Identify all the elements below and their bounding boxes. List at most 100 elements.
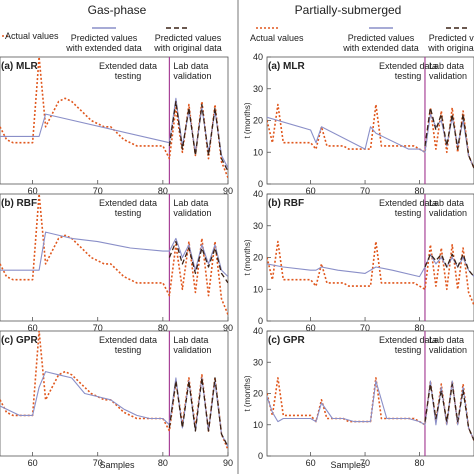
- y-tick-label-right-b-rbf-30: 30: [253, 221, 263, 231]
- series-line-left-c-gpr-predicted-original: [168, 377, 228, 447]
- series-line-right-a-mlr-actual-values: [267, 103, 474, 169]
- region-label-extended-2-left-b-rbf: testing: [115, 208, 142, 218]
- region-label-extended-2-right-a-mlr: testing: [395, 71, 422, 81]
- region-label-extended-2-left-c-gpr: testing: [115, 345, 142, 355]
- x-tick-label-right-b-rbf-60: 60: [306, 323, 316, 333]
- x-tick-label-left-a-mlr-80: 80: [158, 186, 168, 196]
- series-line-right-c-gpr-predicted-original: [424, 383, 474, 441]
- region-label-extended-1-right-b-rbf: Extended data: [379, 198, 437, 208]
- panel-label-left-c-gpr: (c) GPR: [1, 335, 38, 346]
- series-line-left-b-rbf-predicted-original: [168, 240, 228, 284]
- legend-right: Actual values Predicted values with exte…: [250, 27, 474, 53]
- region-label-extended-1-left-a-mlr: Extended data: [99, 61, 157, 71]
- legend-right-actual-label: Actual values: [250, 33, 304, 43]
- region-label-lab-1-left-c-gpr: Lab data: [173, 335, 208, 345]
- x-tick-label-left-b-rbf-60: 60: [28, 323, 38, 333]
- legend-left-actual-label: Actual values: [5, 31, 59, 41]
- region-label-lab-1-right-b-rbf: Lab data: [429, 198, 464, 208]
- panel-frame-left-a-mlr: [0, 56, 229, 185]
- region-label-extended-2-left-a-mlr: testing: [115, 71, 142, 81]
- series-line-right-a-mlr-predicted-extended: [267, 113, 474, 169]
- legend-right-extended-label-2: with extended data: [342, 43, 419, 53]
- y-axis-label-right-b-rbf: t (months): [243, 239, 252, 275]
- x-tick-label-left-b-rbf-70: 70: [93, 323, 103, 333]
- legend-left-extended-label-1: Predicted values: [71, 33, 138, 43]
- legend-right-original-label-1: Predicted values: [429, 33, 474, 43]
- y-tick-label-right-c-gpr-20: 20: [253, 389, 263, 399]
- series-line-left-a-mlr-predicted-extended: [0, 97, 228, 169]
- x-tick-label-left-b-rbf-90: 90: [223, 323, 233, 333]
- legend-right-original-label-2: with original data: [427, 43, 474, 53]
- y-tick-label-right-a-mlr-40: 40: [253, 52, 263, 62]
- left-column-title: Gas-phase: [88, 3, 147, 17]
- series-line-left-a-mlr-predicted-original: [168, 100, 228, 172]
- panel-right-a-mlr: 60 70 80 0 10 20 30 40 t (months) (a) MLR Extended…: [243, 52, 474, 196]
- y-tick-label-right-c-gpr-0: 0: [258, 451, 263, 461]
- x-tick-label-right-c-gpr-80: 80: [415, 458, 425, 468]
- x-tick-label-right-a-mlr-80: 80: [415, 186, 425, 196]
- legend-left-original-label-2: with original data: [153, 43, 222, 53]
- region-label-extended-1-left-c-gpr: Extended data: [99, 335, 157, 345]
- x-tick-label-left-a-mlr-70: 70: [93, 186, 103, 196]
- x-tick-label-left-c-gpr-60: 60: [28, 458, 38, 468]
- y-tick-label-right-c-gpr-30: 30: [253, 357, 263, 367]
- legend-left-original-label-1: Predicted values: [155, 33, 222, 43]
- x-tick-label-left-c-gpr-80: 80: [158, 458, 168, 468]
- x-tick-label-right-a-mlr-70: 70: [360, 186, 370, 196]
- x-tick-label-left-a-mlr-60: 60: [28, 186, 38, 196]
- region-label-lab-1-right-a-mlr: Lab data: [429, 61, 464, 71]
- plot-area-right-c-gpr: [267, 377, 474, 441]
- plot-area-left-c-gpr: [0, 331, 228, 451]
- panel-label-right-a-mlr: (a) MLR: [268, 61, 305, 72]
- legend-left-extended-label-2: with extended data: [65, 43, 142, 53]
- x-tick-label-right-c-gpr-70: 70: [360, 458, 370, 468]
- y-axis-label-right-a-mlr: t (months): [243, 102, 252, 138]
- legend-left: Actual values Predicted values with exte…: [0, 27, 222, 53]
- y-tick-label-right-b-rbf-10: 10: [253, 284, 263, 294]
- region-label-lab-2-right-c-gpr: validation: [429, 345, 467, 355]
- plot-area-right-b-rbf: [267, 240, 474, 306]
- y-tick-label-right-c-gpr-10: 10: [253, 420, 263, 430]
- y-axis-label-right-c-gpr: t (months): [243, 375, 252, 411]
- panel-label-right-c-gpr: (c) GPR: [268, 335, 305, 346]
- region-label-lab-2-left-a-mlr: validation: [173, 71, 211, 81]
- panel-right-c-gpr: 60 70 80 0 10 20 30 40 t (months) (c) GPR Extended…: [243, 326, 474, 468]
- y-tick-label-right-a-mlr-10: 10: [253, 147, 263, 157]
- y-tick-label-right-b-rbf-20: 20: [253, 253, 263, 263]
- x-tick-label-right-a-mlr-60: 60: [306, 186, 316, 196]
- panel-frame-left-c-gpr: [0, 330, 229, 457]
- series-line-left-b-rbf-predicted-extended: [0, 231, 228, 277]
- x-tick-label-right-b-rbf-70: 70: [360, 323, 370, 333]
- panel-frame-left-b-rbf: [0, 193, 229, 322]
- legend-right-extended-label-1: Predicted values: [348, 33, 415, 43]
- plot-area-left-b-rbf: [0, 194, 228, 315]
- series-line-left-c-gpr-predicted-extended: [0, 371, 228, 447]
- x-tick-label-left-c-gpr-70: 70: [93, 458, 103, 468]
- series-line-right-b-rbf-predicted-original: [424, 253, 474, 278]
- region-label-extended-1-right-a-mlr: Extended data: [379, 61, 437, 71]
- y-tick-label-right-a-mlr-0: 0: [258, 179, 263, 189]
- region-label-lab-2-right-a-mlr: validation: [429, 71, 467, 81]
- x-axis-label-left: Samples: [99, 460, 135, 470]
- panel-right-b-rbf: 60 70 80 0 10 20 30 40 t (months) (b) RBF Extended…: [243, 189, 474, 333]
- series-line-left-b-rbf-actual-values: [0, 194, 228, 315]
- panel-label-left-a-mlr: (a) MLR: [1, 61, 38, 72]
- panel-label-left-b-rbf: (b) RBF: [1, 198, 37, 209]
- region-label-extended-1-left-b-rbf: Extended data: [99, 198, 157, 208]
- series-line-right-c-gpr-predicted-extended: [267, 380, 474, 441]
- right-column-title: Partially-submerged: [295, 3, 402, 17]
- region-label-lab-2-right-b-rbf: validation: [429, 208, 467, 218]
- y-tick-label-right-a-mlr-20: 20: [253, 116, 263, 126]
- region-label-lab-1-left-a-mlr: Lab data: [173, 61, 208, 71]
- series-line-right-c-gpr-actual-values: [267, 377, 474, 441]
- y-tick-label-right-b-rbf-40: 40: [253, 189, 263, 199]
- region-label-extended-2-right-c-gpr: testing: [395, 345, 422, 355]
- region-label-lab-1-right-c-gpr: Lab data: [429, 335, 464, 345]
- region-label-extended-1-right-c-gpr: Extended data: [379, 335, 437, 345]
- x-tick-label-left-c-gpr-90: 90: [223, 458, 233, 468]
